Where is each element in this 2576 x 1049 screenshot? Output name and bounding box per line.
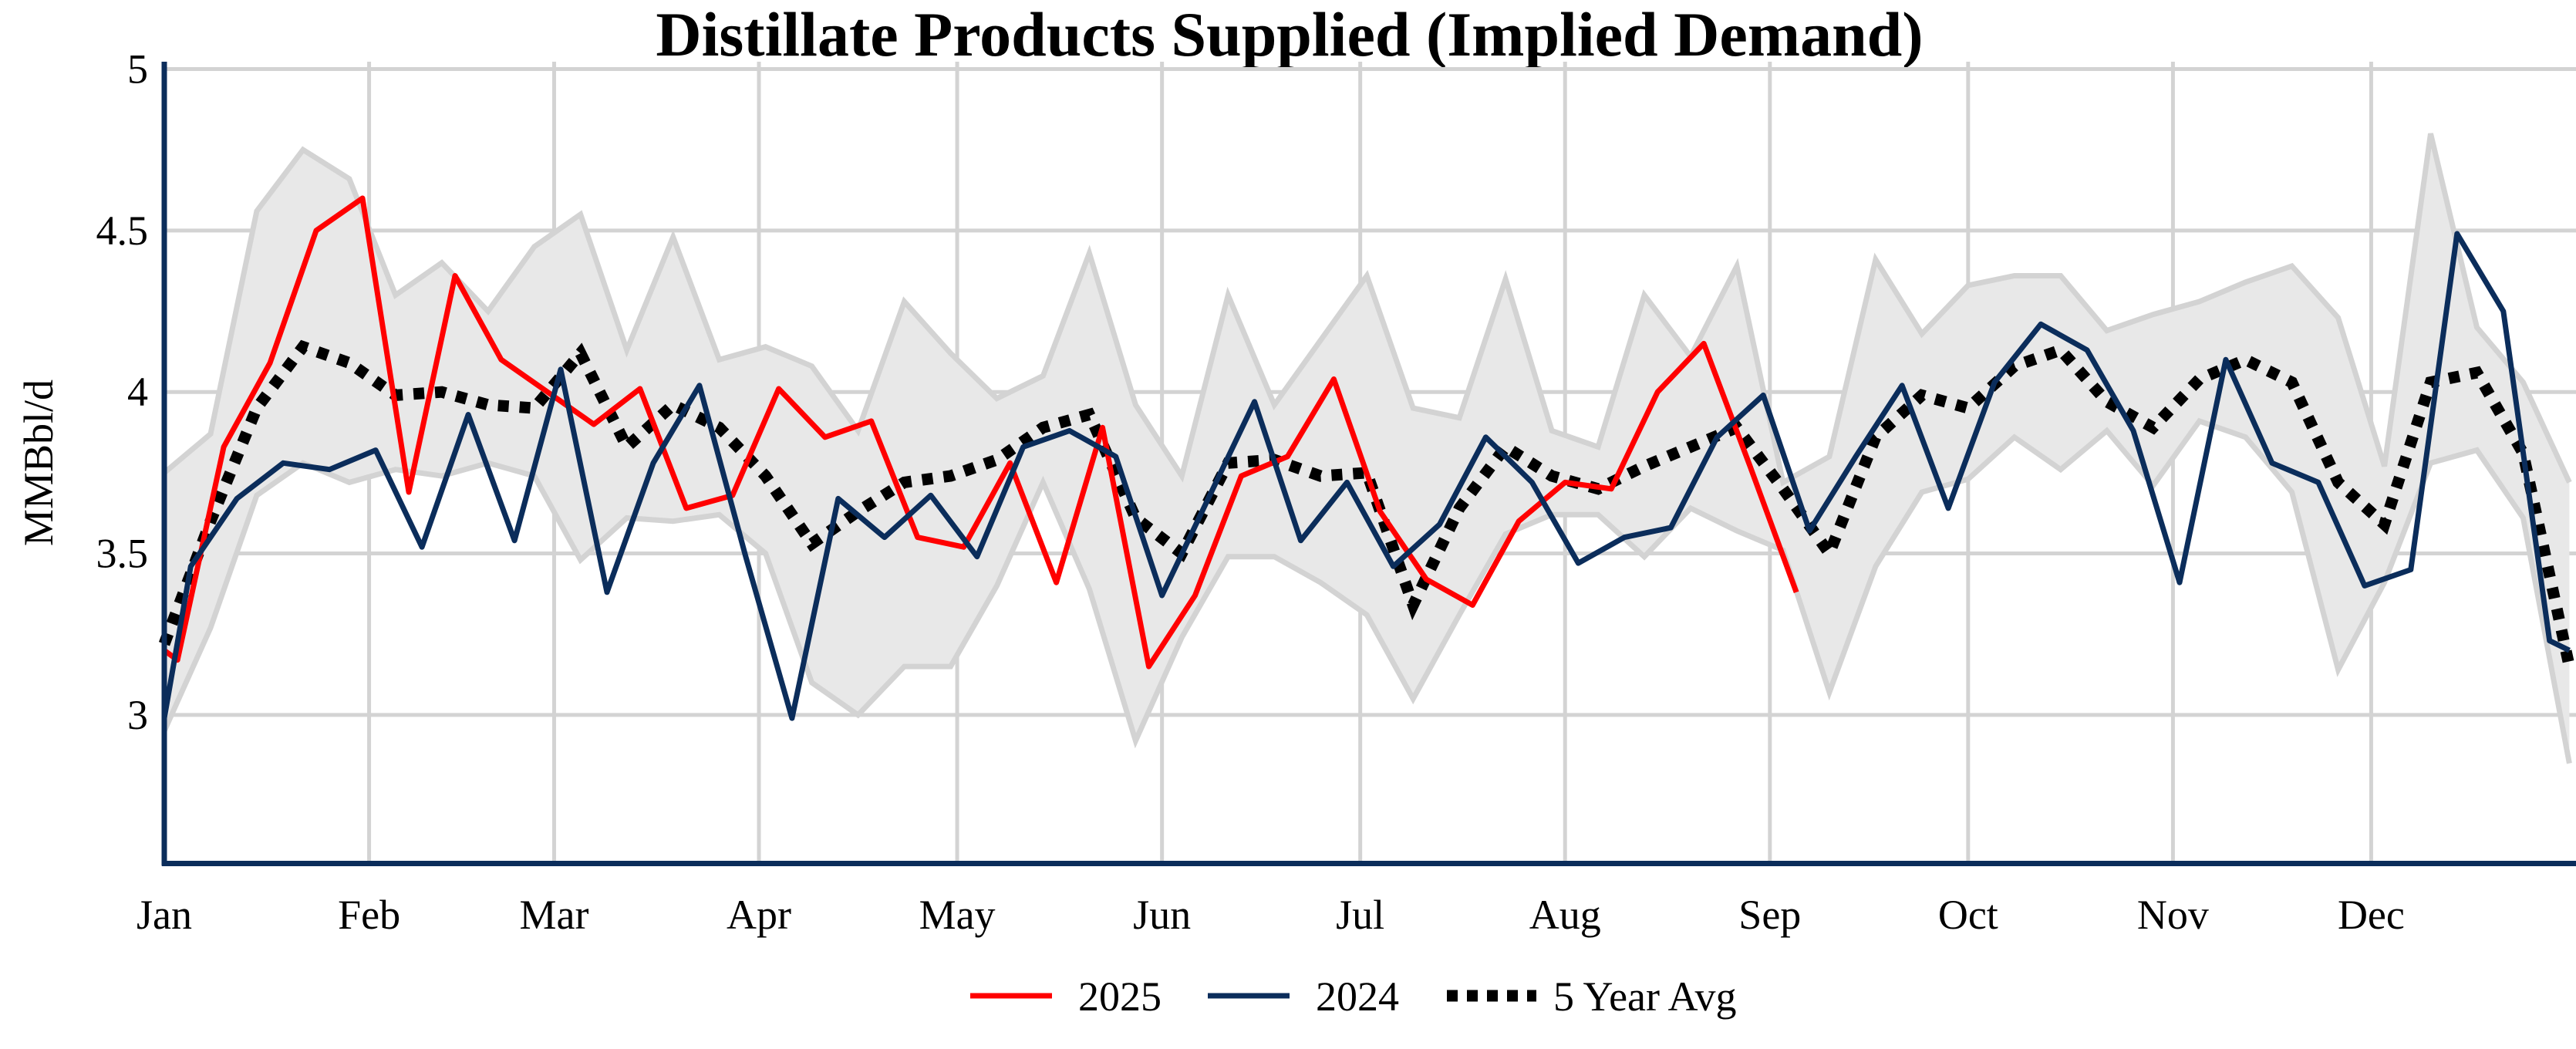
x-tick-label: Nov xyxy=(2137,892,2209,938)
x-tick-label: Aug xyxy=(1529,892,1601,938)
legend-label-5-year-avg: 5 Year Avg xyxy=(1553,973,1737,1020)
x-tick-label: Jul xyxy=(1336,892,1384,938)
series-line-avg xyxy=(158,339,2575,668)
x-tick-label: Sep xyxy=(1738,892,1801,938)
legend-item-5-year-avg[interactable]: 5 Year Avg xyxy=(1447,973,1737,1020)
series-lines xyxy=(158,195,2575,721)
legend-label-2025: 2025 xyxy=(1078,973,1162,1020)
x-tick-label: Feb xyxy=(338,892,400,938)
y-tick-label: 4.5 xyxy=(96,207,149,254)
y-tick-label: 3.5 xyxy=(96,531,149,577)
range-lower-edge xyxy=(161,417,2572,764)
tick-labels: 3 3.5 4 4.5 5 Jan Feb Mar Apr May Jun Jul Aug Sep Oct N… xyxy=(96,46,2405,939)
axes xyxy=(161,62,2576,867)
legend-item-2024[interactable]: 2024 xyxy=(1208,973,1399,1020)
legend: 2025 2024 5 Year Avg xyxy=(970,973,1737,1020)
y-axis-label: MMBbl/d xyxy=(15,379,62,546)
x-tick-label: Mar xyxy=(519,892,588,938)
x-tick-label: Apr xyxy=(727,892,791,938)
chart-title: Distillate Products Supplied (Implied De… xyxy=(656,0,1923,69)
range-fill xyxy=(164,133,2570,764)
range-upper-edge xyxy=(162,133,2572,487)
series-line-2024 xyxy=(161,231,2571,721)
five-year-range-band xyxy=(161,133,2572,764)
x-tick-label: Oct xyxy=(1938,892,1998,938)
x-tick-label: Jun xyxy=(1133,892,1191,938)
series-line-2025 xyxy=(162,195,1799,670)
legend-item-2025[interactable]: 2025 xyxy=(970,973,1162,1020)
y-tick-label: 3 xyxy=(127,692,148,738)
x-tick-label: Dec xyxy=(2338,892,2405,938)
legend-label-2024: 2024 xyxy=(1316,973,1399,1020)
x-tick-label: May xyxy=(919,892,996,938)
y-tick-label: 5 xyxy=(127,46,148,93)
x-tick-label: Jan xyxy=(137,892,192,938)
y-tick-label: 4 xyxy=(127,369,148,415)
